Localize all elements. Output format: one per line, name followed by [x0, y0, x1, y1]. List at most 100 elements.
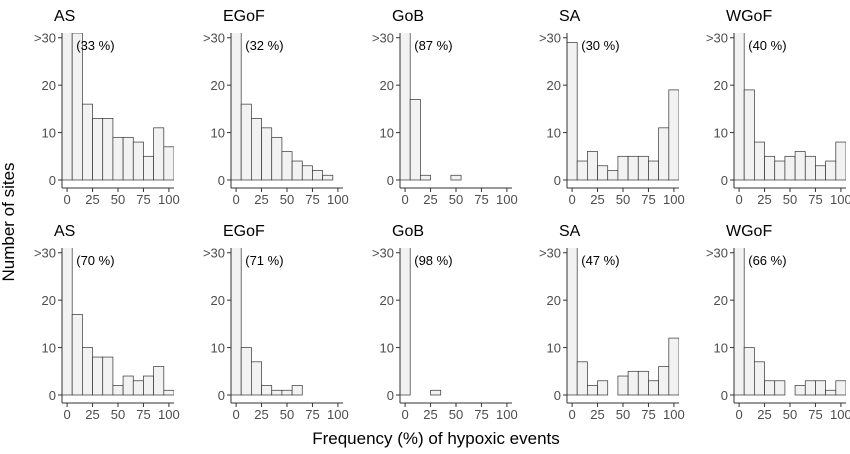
x-tick-label: 50 [280, 192, 294, 207]
x-tick-label: 50 [449, 192, 463, 207]
y-tick-label: >30 [203, 31, 225, 46]
x-tick-label: 100 [327, 192, 349, 207]
x-tick-label: 0 [401, 407, 408, 422]
panel-title: EGoF [223, 223, 265, 240]
histogram-bar [825, 389, 837, 396]
bars-group [400, 248, 442, 396]
y-tick-label: 0 [721, 173, 728, 188]
x-tick-label: 25 [757, 192, 771, 207]
y-tick-label: >30 [706, 31, 728, 46]
histogram-bar [143, 155, 154, 181]
x-tick-label: 75 [305, 192, 319, 207]
x-tick-label: 25 [254, 192, 268, 207]
y-tick-label: 20 [211, 78, 225, 93]
histogram-bar [163, 146, 174, 181]
x-tick-label: 100 [496, 192, 518, 207]
percent-annotation: (98 %) [414, 253, 452, 268]
histogram-bar [82, 103, 93, 181]
y-tick-label: 0 [554, 388, 561, 403]
histogram-bar [102, 117, 114, 181]
y-tick-label: >30 [539, 246, 561, 261]
histogram-bar [754, 141, 765, 181]
histogram-bar [231, 33, 242, 181]
histogram-bar [409, 99, 421, 181]
x-tick-label: 100 [830, 407, 850, 422]
histogram-bar [764, 155, 776, 181]
y-tick-label: 20 [211, 293, 225, 308]
histogram-bar [743, 347, 755, 396]
y-tick-label: 20 [547, 78, 561, 93]
y-tick-label: >30 [706, 246, 728, 261]
histogram-bar [71, 33, 83, 181]
histogram-bar [825, 160, 837, 181]
histogram-bar [627, 155, 639, 181]
percent-annotation: (33 %) [76, 38, 114, 53]
histogram-bar [774, 380, 786, 396]
histogram-bar [764, 380, 776, 396]
histogram-bar [112, 385, 124, 396]
y-tick-label: >30 [203, 246, 225, 261]
y-tick-label: 0 [721, 388, 728, 403]
percent-annotation: (87 %) [414, 38, 452, 53]
bars-group [62, 248, 174, 396]
histogram-bar [102, 356, 114, 396]
percent-annotation: (32 %) [245, 38, 283, 53]
percent-annotation: (70 %) [76, 253, 114, 268]
histogram-bar [82, 347, 93, 396]
bars-group [400, 33, 462, 181]
x-tick-label: 50 [616, 192, 630, 207]
histogram-bar [627, 370, 639, 396]
histogram-bar [734, 248, 745, 396]
histogram-bar [648, 380, 659, 396]
x-tick-label: 50 [111, 407, 125, 422]
x-tick-label: 75 [808, 407, 822, 422]
histogram-bar [754, 361, 765, 396]
histogram-bar [815, 165, 826, 181]
histogram-bar [734, 33, 745, 181]
y-tick-label: 20 [42, 78, 56, 93]
y-tick-label: 20 [380, 78, 394, 93]
y-tick-label: 0 [554, 173, 561, 188]
panel-sa-row2: SA 0 10 20 >30 0 25 50 75 100 (47 %) [539, 223, 685, 422]
histogram-bar [132, 141, 144, 181]
histogram-bar [400, 248, 411, 396]
histogram-bar [617, 375, 629, 396]
x-tick-label: 50 [111, 192, 125, 207]
panel-wgof-row2: WGoF 0 10 20 >30 0 25 50 75 100 (66 %) [706, 223, 850, 422]
x-tick-label: 100 [496, 407, 518, 422]
x-tick-label: 75 [474, 192, 488, 207]
histogram-bar [576, 361, 588, 396]
x-tick-label: 25 [590, 407, 604, 422]
y-tick-label: 10 [714, 126, 728, 141]
histogram-bar [92, 117, 104, 181]
y-tick-label: 10 [547, 341, 561, 356]
histogram-bar [450, 174, 462, 181]
histogram-bar [587, 385, 598, 396]
histogram-bar [240, 103, 252, 181]
panel-title: WGoF [726, 223, 772, 240]
histogram-bar [804, 155, 816, 181]
histogram-bar [835, 141, 846, 181]
y-axis-label: Number of sites [0, 162, 18, 281]
x-tick-label: 0 [401, 192, 408, 207]
x-tick-label: 100 [327, 407, 349, 422]
histogram-bar [281, 151, 293, 181]
histogram-bar [567, 248, 578, 396]
x-tick-label: 100 [663, 192, 685, 207]
histogram-bar [637, 370, 649, 396]
histogram-bar [648, 160, 659, 181]
x-tick-label: 25 [85, 407, 99, 422]
histogram-bar [122, 136, 134, 181]
y-tick-label: 0 [49, 388, 56, 403]
percent-annotation: (40 %) [748, 38, 786, 53]
x-tick-label: 0 [735, 192, 742, 207]
panel-title: EGoF [223, 8, 265, 25]
histogram-bar [291, 160, 303, 181]
histogram-bar [281, 389, 293, 396]
y-tick-label: 10 [547, 126, 561, 141]
histogram-bar [567, 42, 578, 181]
y-tick-label: >30 [372, 31, 394, 46]
histogram-bar [637, 155, 649, 181]
